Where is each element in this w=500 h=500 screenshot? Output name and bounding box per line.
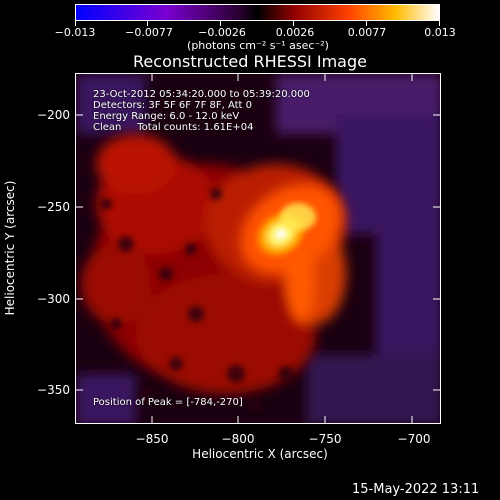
- colorbar-tick-label: −0.0077: [125, 26, 173, 39]
- x-axis-label: Heliocentric X (arcsec): [192, 447, 328, 461]
- colorbar-ticks: [75, 21, 440, 26]
- rhessi-image: [75, 73, 441, 424]
- colorbar-units: (photons cm⁻² s⁻¹ asec⁻²): [187, 39, 329, 52]
- x-tick-label: −800: [221, 432, 255, 446]
- y-axis-label: Heliocentric Y (arcsec): [3, 180, 17, 316]
- detectors-label: Detectors: 3F 5F 6F 7F 8F, Att 0: [93, 100, 253, 111]
- time-range-label: 23-Oct-2012 05:34:20.000 to 05:39:20.000: [93, 89, 310, 100]
- energy-range-label: Energy Range: 6.0 - 12.0 keV: [93, 111, 240, 122]
- timestamp: 15-May-2022 13:11: [352, 482, 480, 497]
- y-tick-label: −250: [37, 200, 70, 214]
- y-tick-label: −300: [37, 292, 70, 306]
- colorbar-tick-label: 0.0077: [347, 26, 387, 39]
- colorbar-tick-label: −0.0026: [198, 26, 246, 39]
- method-counts-label: Clean Total counts: 1.61E+04: [93, 122, 254, 133]
- intensity-map: [76, 74, 440, 423]
- image-title: Reconstructed RHESSI Image: [133, 52, 367, 71]
- x-tick-label: −700: [397, 432, 431, 446]
- y-tick-label: −200: [37, 108, 70, 122]
- colorbar: [75, 4, 440, 21]
- x-tick-label: −750: [308, 432, 342, 446]
- colorbar-tick-label: −0.013: [54, 26, 96, 39]
- colorbar-tick-label: 0.013: [424, 26, 456, 39]
- x-tick-label: −850: [135, 432, 169, 446]
- peak-position-label: Position of Peak = [-784,-270]: [93, 397, 243, 408]
- colorbar-tick-label: 0.0026: [275, 26, 315, 39]
- y-tick-label: −350: [37, 383, 70, 397]
